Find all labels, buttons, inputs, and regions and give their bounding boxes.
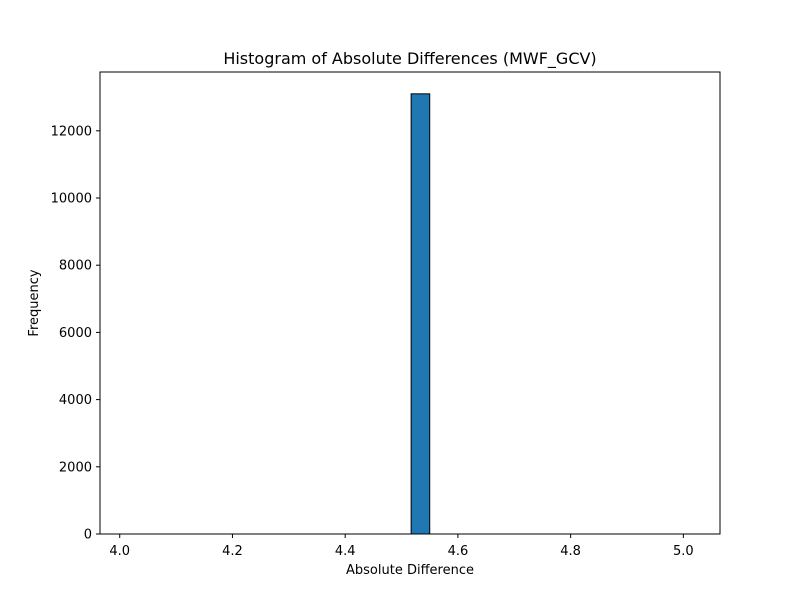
y-tick-label: 10000 — [51, 192, 92, 207]
y-tick-label: 8000 — [59, 259, 92, 274]
x-tick-label: 4.4 — [335, 544, 356, 559]
axes-frame — [99, 71, 721, 535]
y-tick-label: 2000 — [59, 460, 92, 475]
x-tick-label: 4.2 — [222, 544, 243, 559]
x-tick-label: 4.0 — [109, 544, 130, 559]
x-tick-label: 4.8 — [560, 544, 581, 559]
x-tick-label: 4.6 — [448, 544, 469, 559]
plot-area — [119, 93, 684, 535]
y-tick-label: 4000 — [59, 393, 92, 408]
y-axis: 0 2000 4000 6000 8000 10000 12000 — [51, 124, 100, 543]
x-axis: 4.0 4.2 4.4 4.6 4.8 5.0 — [109, 534, 694, 559]
x-tick-label: 5.0 — [673, 544, 694, 559]
y-tick-label: 12000 — [51, 124, 92, 139]
y-tick-label: 0 — [84, 528, 92, 543]
y-axis-label: Frequency — [27, 269, 42, 336]
y-tick-label: 6000 — [59, 326, 92, 341]
chart-title: Histogram of Absolute Differences (MWF_G… — [223, 49, 596, 69]
histogram-bar — [410, 93, 431, 535]
x-axis-label: Absolute Difference — [346, 563, 474, 578]
